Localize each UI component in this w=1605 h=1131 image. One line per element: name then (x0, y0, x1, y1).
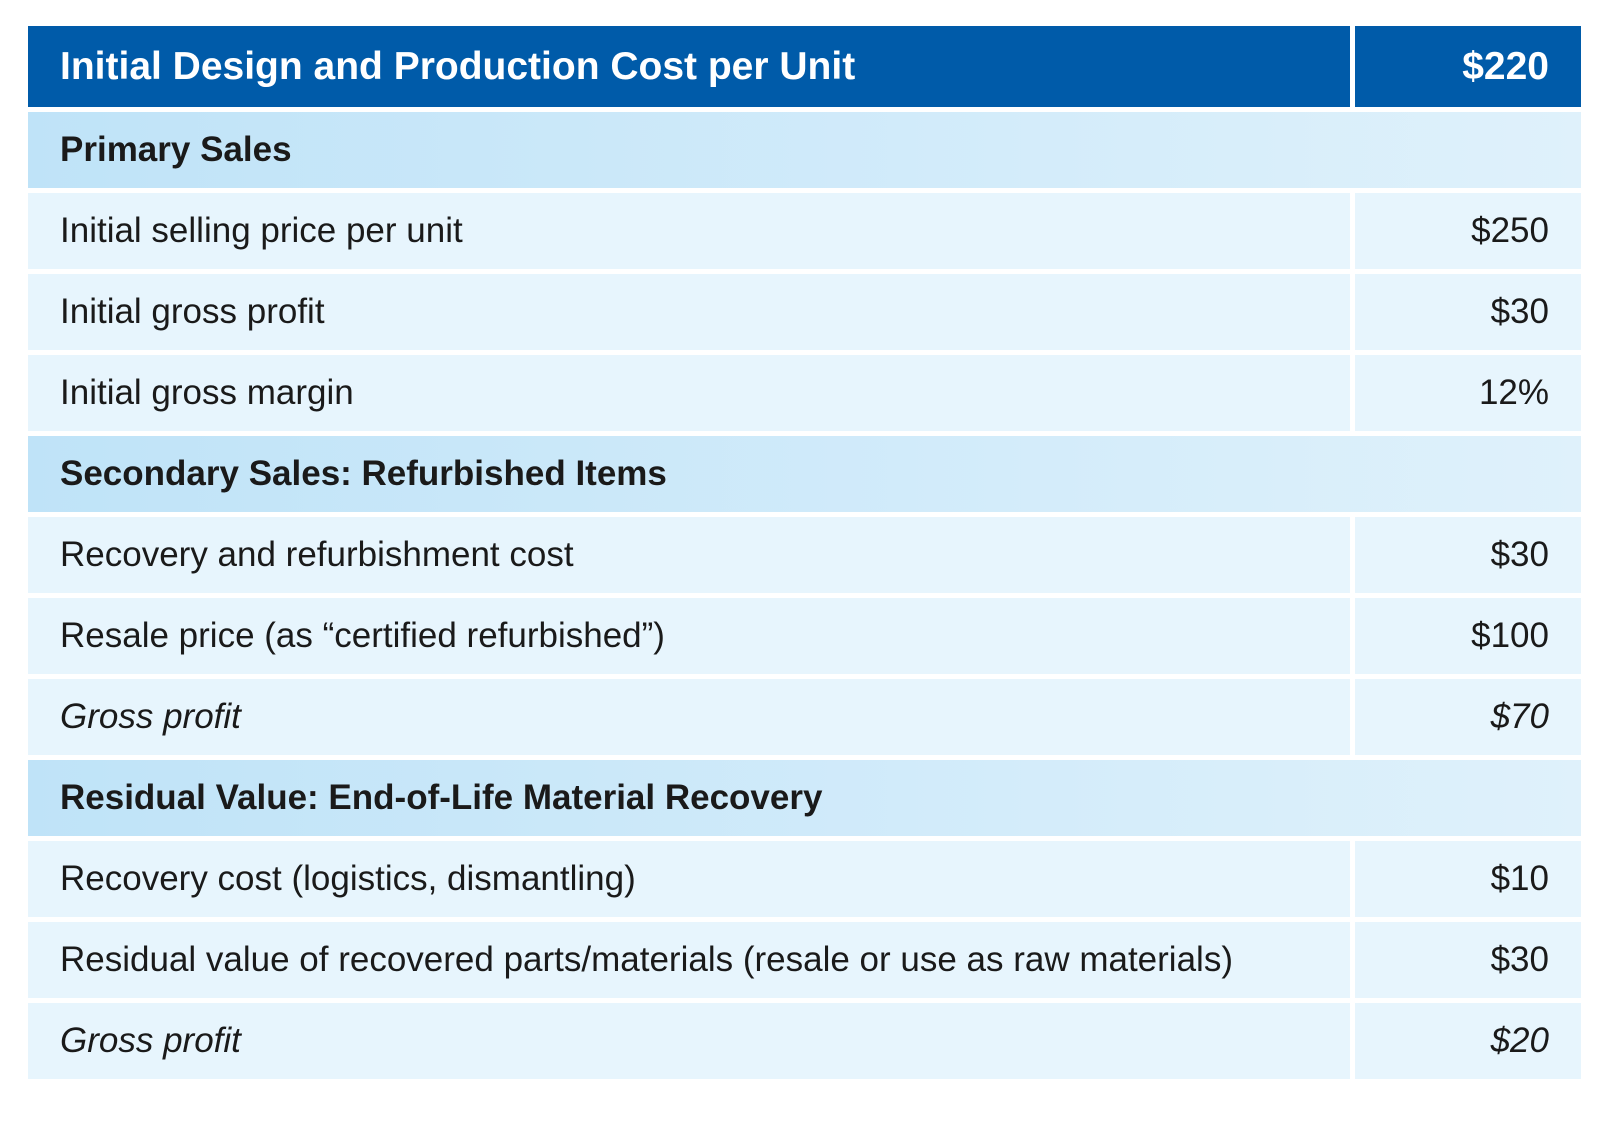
table-row: Initial gross profit $30 (28, 274, 1581, 350)
table-row: Initial selling price per unit $250 (28, 193, 1581, 269)
row-value: $10 (1355, 841, 1581, 917)
row-label: Recovery cost (logistics, dismantling) (28, 841, 1350, 917)
table-row: Resale price (as “certified refurbished”… (28, 598, 1581, 674)
section-title: Residual Value: End-of-Life Material Rec… (28, 760, 1581, 836)
table-row-subtotal: Gross profit $20 (28, 1003, 1581, 1079)
section-header-residual-value: Residual Value: End-of-Life Material Rec… (28, 760, 1581, 836)
section-header-secondary-sales: Secondary Sales: Refurbished Items (28, 436, 1581, 512)
row-label: Initial selling price per unit (28, 193, 1350, 269)
row-value: $30 (1355, 274, 1581, 350)
row-value: $100 (1355, 598, 1581, 674)
section-title: Primary Sales (28, 112, 1581, 188)
row-value: 12% (1355, 355, 1581, 431)
section-header-primary-sales: Primary Sales (28, 112, 1581, 188)
row-label: Initial gross margin (28, 355, 1350, 431)
table-row: Recovery and refurbishment cost $30 (28, 517, 1581, 593)
row-value: $30 (1355, 922, 1581, 998)
row-label: Initial gross profit (28, 274, 1350, 350)
section-title: Secondary Sales: Refurbished Items (28, 436, 1581, 512)
row-label: Resale price (as “certified refurbished”… (28, 598, 1350, 674)
row-value: $20 (1355, 1003, 1581, 1079)
table-row: Residual value of recovered parts/materi… (28, 922, 1581, 998)
header-value: $220 (1355, 26, 1581, 107)
table-row-subtotal: Gross profit $70 (28, 679, 1581, 755)
row-label: Gross profit (28, 1003, 1350, 1079)
row-label: Gross profit (28, 679, 1350, 755)
row-label: Recovery and refurbishment cost (28, 517, 1350, 593)
row-label: Residual value of recovered parts/materi… (28, 922, 1350, 998)
table-row: Initial gross margin 12% (28, 355, 1581, 431)
table-header-row: Initial Design and Production Cost per U… (28, 26, 1581, 107)
header-label: Initial Design and Production Cost per U… (28, 26, 1350, 107)
table-row: Recovery cost (logistics, dismantling) $… (28, 841, 1581, 917)
row-value: $250 (1355, 193, 1581, 269)
cost-table: Initial Design and Production Cost per U… (28, 26, 1581, 1079)
row-value: $30 (1355, 517, 1581, 593)
row-value: $70 (1355, 679, 1581, 755)
